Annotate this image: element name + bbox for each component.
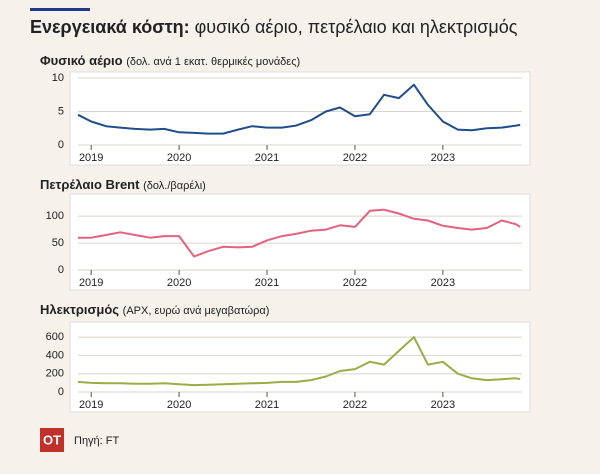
logo: ΟΤ: [43, 432, 61, 447]
line: [77, 83, 521, 135]
y-tick-label: 600: [46, 331, 64, 343]
y-tick-label: 400: [46, 349, 64, 361]
panel-title-main: Πετρέλαιο Brent: [40, 177, 140, 192]
y-tick-label: 10: [52, 72, 64, 84]
x-tick-label: 2020: [167, 399, 191, 411]
title-bold: Ενεργειακά κόστη:: [30, 17, 190, 37]
panel-title-main: Φυσικό αέριο: [40, 53, 123, 68]
x-tick-label: 2020: [167, 277, 191, 289]
y-tick-label: 0: [58, 264, 64, 276]
x-tick-label: 2021: [255, 277, 279, 289]
logo-box: [40, 428, 64, 452]
x-tick-label: 2023: [431, 152, 455, 164]
x-tick-label: 2021: [255, 399, 279, 411]
x-tick-label: 2023: [431, 399, 455, 411]
source: Πηγή: FT: [74, 435, 120, 447]
x-tick-label: 2019: [79, 399, 103, 411]
panel-title: Πετρέλαιο Brent (δολ./βαρέλι): [40, 177, 206, 192]
title-rest: φυσικό αέριο, πετρέλαιο και ηλεκτρισμός: [195, 17, 518, 37]
y-tick-label: 0: [58, 139, 64, 151]
plot-area: [69, 193, 531, 291]
x-tick-label: 2019: [79, 277, 103, 289]
line: [78, 208, 521, 258]
plot-area: [69, 71, 531, 166]
x-tick-label: 2022: [343, 277, 367, 289]
panel-title: Ηλεκτρισμός (ΑΡΧ, ευρώ ανά μεγαβατώρα): [40, 302, 269, 317]
x-tick-label: 2020: [167, 152, 191, 164]
y-tick-label: 200: [46, 368, 64, 380]
panel-title: Φυσικό αέριο (δολ. ανά 1 εκατ. θερμικές …: [40, 53, 300, 68]
x-tick-label: 2022: [343, 399, 367, 411]
panel-subtitle: (δολ./βαρέλι): [143, 180, 206, 192]
y-tick-label: 100: [46, 210, 64, 222]
panel-subtitle: (δολ. ανά 1 εκατ. θερμικές μονάδες): [126, 56, 300, 68]
y-tick-label: 50: [52, 237, 64, 249]
plot-area: [69, 321, 531, 413]
accent-bar: [30, 8, 90, 11]
panel-subtitle: (ΑΡΧ, ευρώ ανά μεγαβατώρα): [123, 305, 270, 317]
x-tick-label: 2019: [79, 152, 103, 164]
y-tick-label: 0: [58, 386, 64, 398]
x-tick-label: 2023: [431, 277, 455, 289]
y-tick-label: 5: [58, 105, 64, 117]
x-tick-label: 2021: [255, 152, 279, 164]
line: [77, 336, 521, 387]
panel-title-main: Ηλεκτρισμός: [40, 302, 119, 317]
x-tick-label: 2022: [343, 152, 367, 164]
page-title: Ενεργειακά κόστη: φυσικό αέριο, πετρέλαι…: [30, 17, 518, 37]
